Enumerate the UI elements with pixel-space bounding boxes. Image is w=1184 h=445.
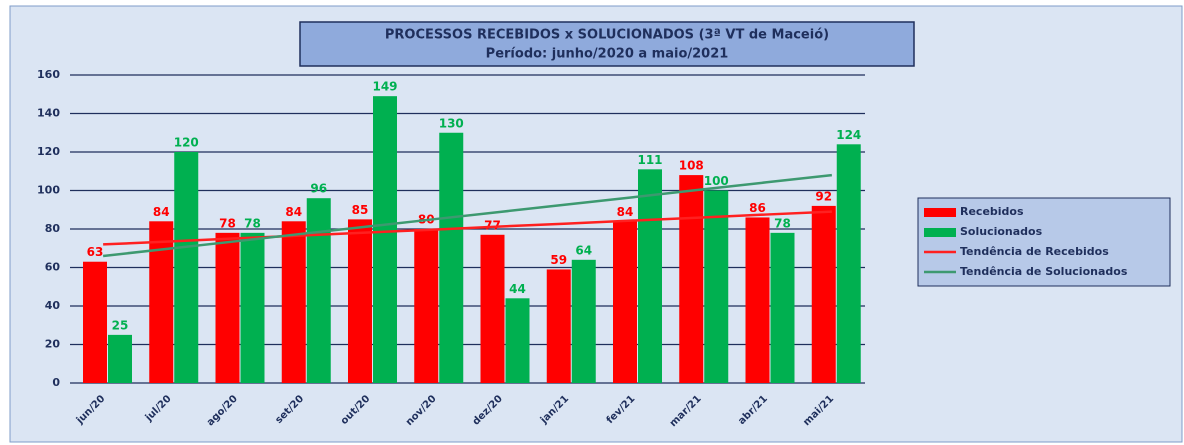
y-tick-label: 160 (37, 68, 60, 81)
data-label: 111 (637, 153, 662, 167)
bar (745, 217, 770, 383)
data-label: 84 (617, 205, 634, 219)
data-label: 100 (704, 174, 729, 188)
bar (306, 198, 331, 383)
bar (546, 269, 571, 383)
y-tick-label: 140 (37, 107, 60, 120)
data-label: 78 (244, 216, 261, 230)
data-label: 44 (509, 282, 526, 296)
data-label: 96 (310, 182, 327, 196)
data-label: 108 (679, 159, 704, 173)
bar (108, 334, 132, 383)
data-label: 77 (484, 218, 501, 232)
trend-line (102, 173, 833, 258)
data-label: 78 (219, 216, 236, 230)
legend-label: Tendência de Recebidos (960, 245, 1109, 258)
bar (770, 232, 795, 383)
data-label: 84 (285, 205, 302, 219)
data-label: 85 (352, 203, 369, 217)
bar (811, 205, 836, 383)
bar (149, 221, 174, 383)
data-label: 84 (153, 205, 170, 219)
legend-label: Solucionados (960, 225, 1043, 238)
y-tick-label: 40 (45, 299, 61, 312)
data-label: 25 (112, 318, 129, 332)
legend-box (917, 197, 1171, 287)
data-label: 64 (575, 243, 592, 257)
data-label: 120 (174, 136, 199, 150)
bar (704, 190, 729, 383)
data-label: 149 (372, 80, 397, 94)
bar (439, 132, 464, 383)
bar (414, 229, 439, 383)
data-label: 59 (550, 253, 567, 267)
y-tick-label: 20 (45, 338, 61, 351)
bar (679, 175, 704, 383)
bar (174, 152, 199, 383)
bar (240, 232, 265, 383)
bar (836, 144, 861, 383)
bar (373, 96, 397, 384)
title-box (299, 21, 915, 67)
legend-label: Recebidos (960, 205, 1024, 218)
data-label: 86 (749, 201, 766, 215)
data-label: 92 (815, 189, 832, 203)
trend-line (103, 210, 832, 246)
bar (83, 261, 107, 383)
bar (348, 219, 372, 383)
bar (571, 259, 596, 383)
y-tick-label: 60 (45, 261, 61, 274)
bar (215, 232, 240, 383)
y-tick-label: 80 (45, 222, 61, 235)
y-tick-label: 0 (52, 376, 60, 389)
data-label: 78 (774, 216, 791, 230)
chart-title: PROCESSOS RECEBIDOS x SOLUCIONADOS (3ª V… (385, 28, 829, 43)
bar (613, 221, 637, 383)
y-tick-label: 120 (37, 145, 60, 158)
bar (480, 234, 505, 383)
bar (505, 298, 530, 383)
bar (638, 169, 662, 383)
y-tick-label: 100 (37, 184, 60, 197)
data-label: 63 (87, 245, 104, 259)
chart-subtitle: Período: junho/2020 a maio/2021 (486, 47, 729, 62)
legend-swatch (924, 208, 956, 217)
data-label: 130 (439, 116, 464, 130)
bar (281, 221, 306, 383)
data-label: 124 (836, 128, 861, 142)
legend-swatch (924, 228, 956, 237)
legend-label: Tendência de Solucionados (960, 265, 1128, 278)
